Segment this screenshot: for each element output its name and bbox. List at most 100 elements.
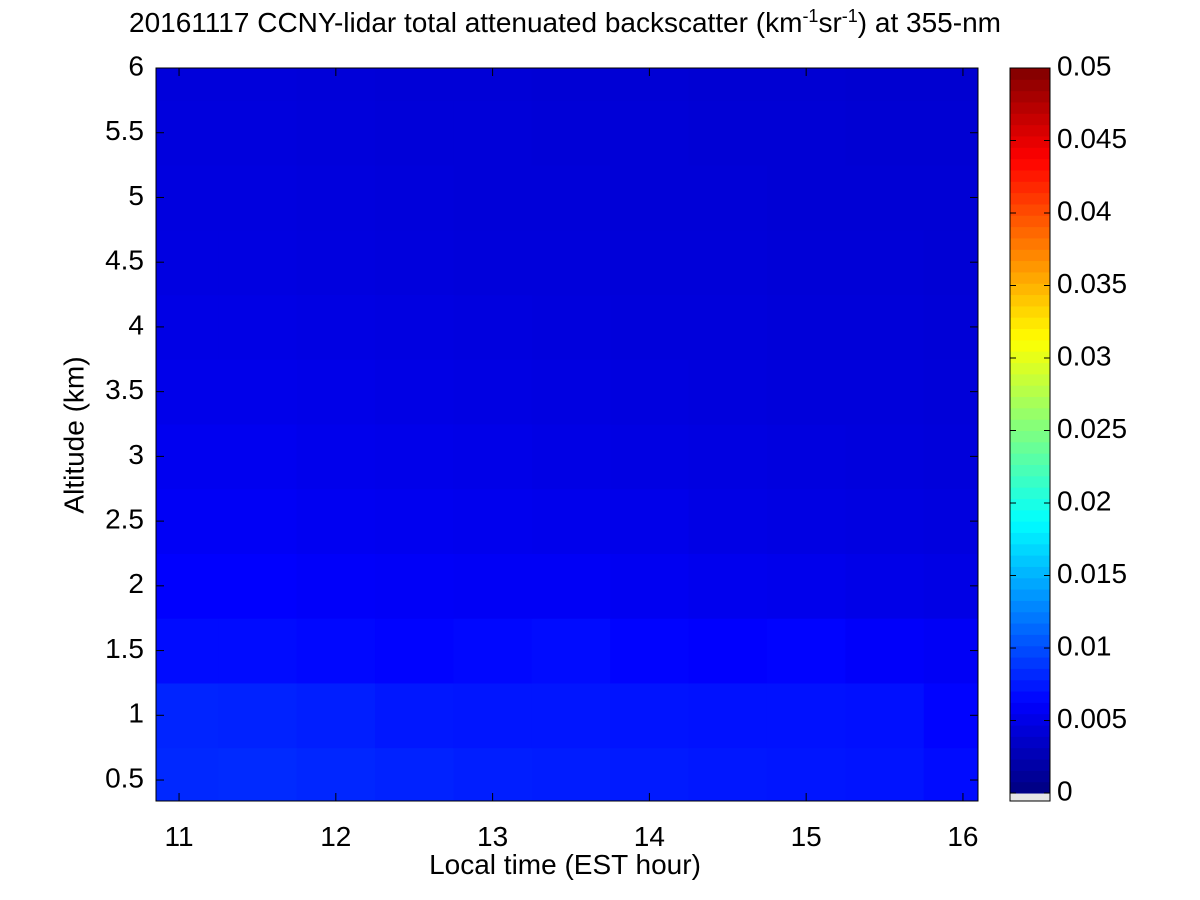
heatmap-cell [156, 165, 219, 231]
colorbar-segment [1010, 90, 1050, 103]
colorbar-segment [1010, 407, 1050, 420]
colorbar-tick-label: 0.015 [1057, 558, 1127, 589]
heatmap-cell [766, 682, 846, 749]
heatmap-cell [923, 747, 979, 802]
heatmap-cell [531, 618, 611, 684]
heatmap-cell [218, 294, 298, 360]
heatmap-cell [375, 359, 454, 425]
colorbar-segment [1010, 283, 1050, 296]
heatmap-cell [453, 682, 533, 749]
colorbar-segment [1010, 509, 1050, 522]
heatmap-cell [296, 553, 376, 619]
heatmap-cell [688, 165, 768, 231]
colorbar-segment [1010, 362, 1050, 375]
heatmap-cell [610, 553, 690, 619]
colorbar-segment [1010, 181, 1050, 194]
heatmap-cell [218, 618, 298, 684]
heatmap-cell [375, 747, 454, 802]
heatmap-cell [375, 294, 454, 360]
heatmap-cell [156, 294, 219, 360]
heatmap-cell [845, 294, 925, 360]
heatmap-cell [375, 618, 454, 684]
y-tick-label: 2.5 [105, 503, 144, 534]
colorbar-segment [1010, 385, 1050, 398]
heatmap-cell [156, 229, 219, 296]
heatmap-cell [218, 553, 298, 619]
heatmap-cell [531, 424, 611, 490]
heatmap-cell [923, 68, 979, 101]
heatmap-cell [845, 359, 925, 425]
heatmap-cell [923, 229, 979, 296]
heatmap-cell [156, 553, 219, 619]
heatmap-cell [218, 68, 298, 101]
heatmap-cell [375, 682, 454, 749]
y-tick-label: 5.5 [105, 115, 144, 146]
heatmap-cell [923, 165, 979, 231]
colorbar-segment [1010, 464, 1050, 477]
heatmap-cell [296, 359, 376, 425]
heatmap-cell [296, 294, 376, 360]
heatmap-cell [610, 359, 690, 425]
colorbar-segment [1010, 713, 1050, 726]
colorbar-tick-label: 0.045 [1057, 123, 1127, 154]
colorbar-segment [1010, 770, 1050, 783]
colorbar-tick-label: 0.05 [1057, 50, 1112, 81]
heatmap-cell [296, 424, 376, 490]
y-tick-label: 0.5 [105, 762, 144, 793]
x-tick-label: 12 [320, 821, 351, 852]
heatmap-cell [531, 747, 611, 802]
heatmap-cell [218, 359, 298, 425]
colorbar-segment [1010, 453, 1050, 465]
heatmap-cell [766, 359, 846, 425]
heatmap-cell [296, 488, 376, 554]
heatmap-cell [688, 229, 768, 296]
heatmap-cell [688, 618, 768, 684]
colorbar-segment [1010, 305, 1050, 318]
heatmap-cell [296, 165, 376, 231]
heatmap-cell [375, 229, 454, 296]
heatmap-cell [766, 488, 846, 554]
colorbar-segment [1010, 260, 1050, 273]
colorbar-segment [1010, 555, 1050, 567]
colorbar-segment [1010, 317, 1050, 330]
colorbar-segment [1010, 147, 1050, 160]
x-tick-label: 13 [477, 821, 508, 852]
heatmap-cell [610, 747, 690, 802]
colorbar-segment [1010, 237, 1050, 250]
heatmap-cell [610, 100, 690, 166]
heatmap-cell [610, 424, 690, 490]
heatmap-cell [845, 424, 925, 490]
heatmap-cell [923, 618, 979, 684]
heatmap-cell [688, 294, 768, 360]
colorbar-segment [1010, 339, 1050, 352]
colorbar-segment [1010, 226, 1050, 239]
heatmap-cell [218, 165, 298, 231]
heatmap-cell [845, 229, 925, 296]
colorbar-segment [1010, 634, 1050, 647]
colorbar-segment [1010, 475, 1050, 488]
colorbar-segment [1010, 271, 1050, 284]
heatmap-cell [688, 488, 768, 554]
colorbar-segment [1010, 679, 1050, 692]
heatmap [156, 68, 979, 802]
heatmap-cell [845, 682, 925, 749]
x-tick-label: 11 [165, 821, 194, 852]
y-tick-label: 6 [128, 50, 144, 81]
y-tick-label: 4 [128, 309, 144, 340]
colorbar-segment [1010, 441, 1050, 454]
heatmap-cell [218, 682, 298, 749]
colorbar-segment [1010, 657, 1050, 669]
x-axis-label: Local time (EST hour) [429, 849, 701, 880]
colorbar-segment [1010, 79, 1050, 92]
heatmap-cell [218, 747, 298, 802]
heatmap-cell [453, 747, 533, 802]
x-tick-label: 16 [947, 821, 978, 852]
colorbar-segment [1010, 68, 1050, 80]
colorbar-segment [1010, 589, 1050, 601]
heatmap-cell [218, 488, 298, 554]
y-tick-label: 4.5 [105, 245, 144, 276]
heatmap-cell [156, 359, 219, 425]
colorbar-segment [1010, 203, 1050, 216]
heatmap-cell [156, 618, 219, 684]
